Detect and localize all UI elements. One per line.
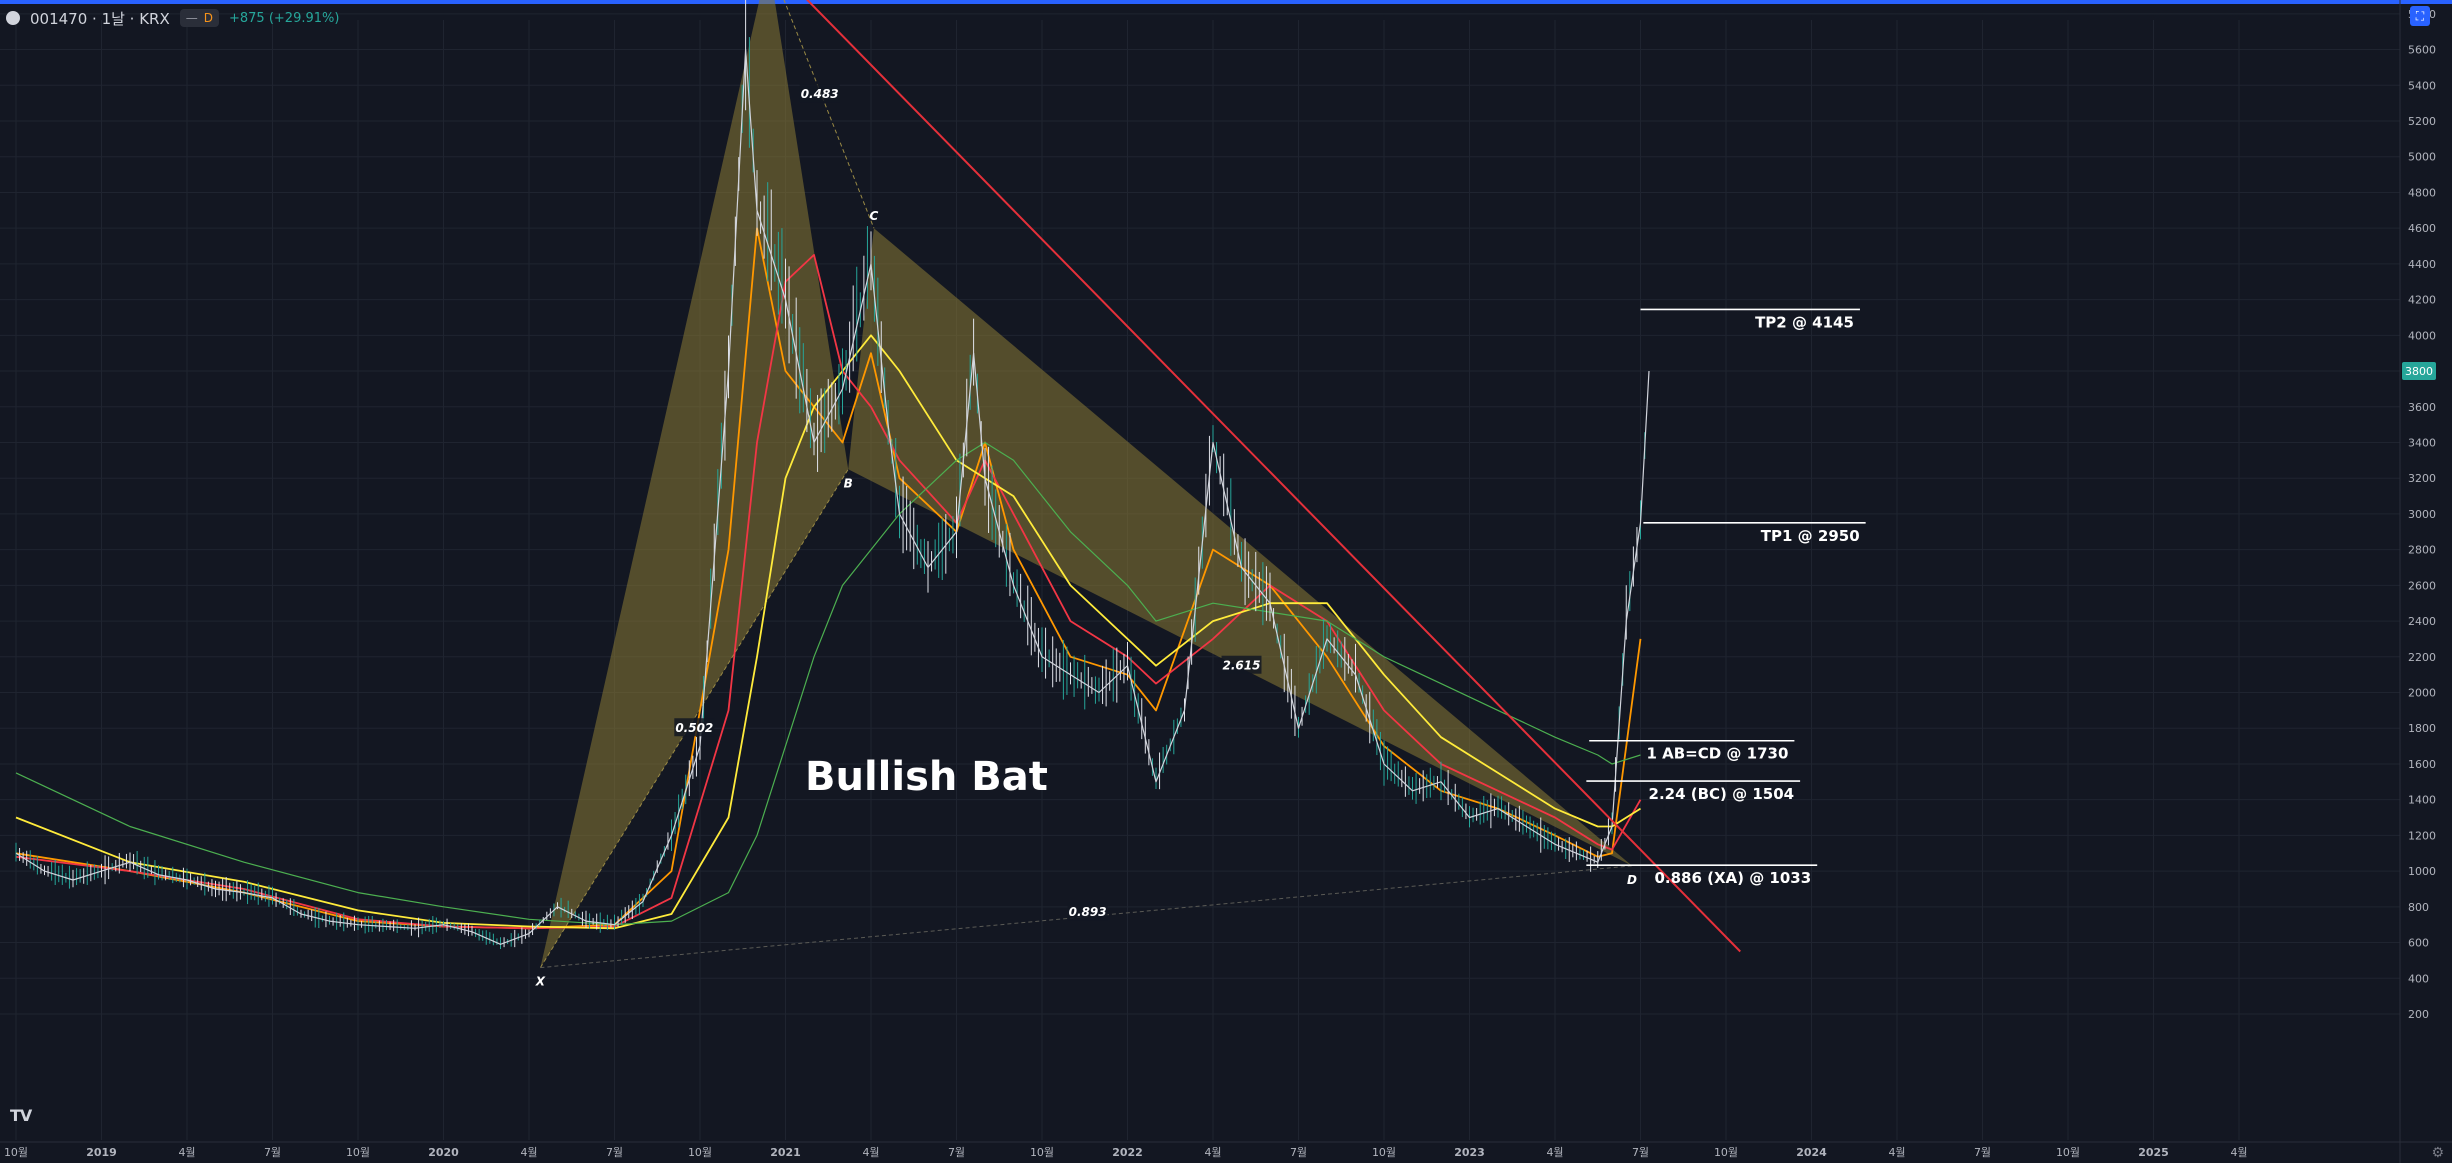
time-tick-label: 10월 [688, 1146, 712, 1159]
time-tick-label: 4월 [520, 1146, 537, 1159]
time-tick-label: 2025 [2138, 1146, 2169, 1159]
time-tick-label: 10월 [1372, 1146, 1396, 1159]
pattern-point-C: C [869, 209, 878, 223]
ratio-label: 2.615 [1223, 659, 1261, 673]
price-tick-label: 4400 [2408, 258, 2436, 271]
pill-left: — [185, 11, 198, 25]
time-tick-label: 7월 [1632, 1146, 1649, 1159]
price-tick-label: 4000 [2408, 329, 2436, 342]
price-tick-label: 2000 [2408, 687, 2436, 700]
ratio-label-bg [799, 84, 840, 103]
price-tick-label: 4200 [2408, 294, 2436, 307]
price-tick-label: 600 [2408, 937, 2429, 950]
price-tick-label: 2200 [2408, 651, 2436, 664]
time-tick-label: 2023 [1454, 1146, 1485, 1159]
target-level-label: TP1 @ 2950 [1761, 527, 1860, 545]
time-tick-label: 4월 [862, 1146, 879, 1159]
gear-icon[interactable]: ⚙ [2431, 1145, 2444, 1161]
ratio-label-bg [1221, 655, 1262, 674]
time-tick-label: 4월 [1888, 1146, 1905, 1159]
time-tick-label: 7월 [1290, 1146, 1307, 1159]
price-tick-label: 400 [2408, 972, 2429, 985]
time-tick-label: 10월 [1030, 1146, 1054, 1159]
ratio-label: 0.893 [1069, 905, 1107, 919]
time-tick-label: 10월 [2056, 1146, 2080, 1159]
time-tick-label: 4월 [178, 1146, 195, 1159]
price-tick-label: 5400 [2408, 79, 2436, 92]
price-tick-label: 2600 [2408, 579, 2436, 592]
time-tick-label: 7월 [948, 1146, 965, 1159]
pill-right: D [203, 11, 213, 25]
time-tick-label: 7월 [1974, 1146, 1991, 1159]
price-tick-label: 200 [2408, 1008, 2429, 1021]
time-tick-label: 2020 [428, 1146, 459, 1159]
price-tick-label: 5600 [2408, 44, 2436, 57]
symbol-title[interactable]: 001470 · 1날 · KRX [30, 9, 170, 28]
target-level-label: 2.24 (BC) @ 1504 [1649, 785, 1795, 803]
moving-average-orange [15, 227, 1642, 930]
pattern-point-B: B [844, 476, 853, 490]
price-tick-label: 800 [2408, 901, 2429, 914]
fullscreen-glyph: ⛶ [2415, 8, 2425, 23]
time-tick-label: 2022 [1112, 1146, 1143, 1159]
price-change: +875 (+29.91%) [229, 10, 340, 26]
symbol-header: 001470 · 1날 · KRX — D +875 (+29.91%) [0, 4, 339, 32]
price-tick-label: 3000 [2408, 508, 2436, 521]
top-accent-bar [0, 0, 2452, 4]
price-tick-label: 4800 [2408, 186, 2436, 199]
time-tick-label: 2019 [86, 1146, 117, 1159]
price-tick-label: 3200 [2408, 472, 2436, 485]
price-line [15, 48, 1650, 945]
fullscreen-icon[interactable]: ⛶ [2410, 6, 2430, 26]
pattern-point-X: X [535, 975, 546, 989]
price-tick-label: 1800 [2408, 722, 2436, 735]
downtrend-line [805, 0, 1741, 953]
price-tick-label: 4600 [2408, 222, 2436, 235]
price-tick-label: 1200 [2408, 829, 2436, 842]
price-tick-label: 2400 [2408, 615, 2436, 628]
price-tick-label: 1000 [2408, 865, 2436, 878]
price-tick-label: 2800 [2408, 544, 2436, 557]
price-tick-label: 1400 [2408, 794, 2436, 807]
time-tick-label: 4월 [1546, 1146, 1563, 1159]
target-level-label: TP2 @ 4145 [1755, 313, 1854, 331]
time-tick-label: 2024 [1796, 1146, 1827, 1159]
time-tick-label: 10월 [1714, 1146, 1738, 1159]
time-tick-label: 4월 [2230, 1146, 2247, 1159]
last-price-badge [2402, 362, 2436, 381]
interval-pill[interactable]: — D [179, 9, 219, 27]
pattern-bcd-triangle [848, 228, 1632, 866]
time-tick-label: 2021 [770, 1146, 801, 1159]
time-tick-label: 7월 [606, 1146, 623, 1159]
price-tick-label: 3600 [2408, 401, 2436, 414]
pattern-point-D: D [1627, 873, 1637, 887]
target-level-label: 1 AB=CD @ 1730 [1646, 745, 1788, 763]
price-tick-label: 5200 [2408, 115, 2436, 128]
ratio-label: 0.483 [801, 87, 839, 101]
price-tick-label: 5000 [2408, 151, 2436, 164]
price-tick-label: 1600 [2408, 758, 2436, 771]
last-price-label: 3800 [2405, 365, 2433, 378]
tv-logo-icon: TV [10, 1106, 32, 1125]
moving-average-green [15, 441, 1641, 926]
ratio-label: 0.502 [675, 721, 713, 735]
pattern-title: Bullish Bat [805, 754, 1048, 800]
ratio-label-bg [674, 718, 715, 737]
symbol-logo-icon [6, 11, 20, 25]
ratio-label-bg [1067, 902, 1108, 921]
time-tick-label: 7월 [264, 1146, 281, 1159]
price-tick-label: 3400 [2408, 436, 2436, 449]
time-tick-label: 10월 [4, 1146, 28, 1159]
time-tick-label: 10월 [346, 1146, 370, 1159]
time-tick-label: 4월 [1204, 1146, 1221, 1159]
target-level-label: 0.886 (XA) @ 1033 [1654, 869, 1811, 887]
